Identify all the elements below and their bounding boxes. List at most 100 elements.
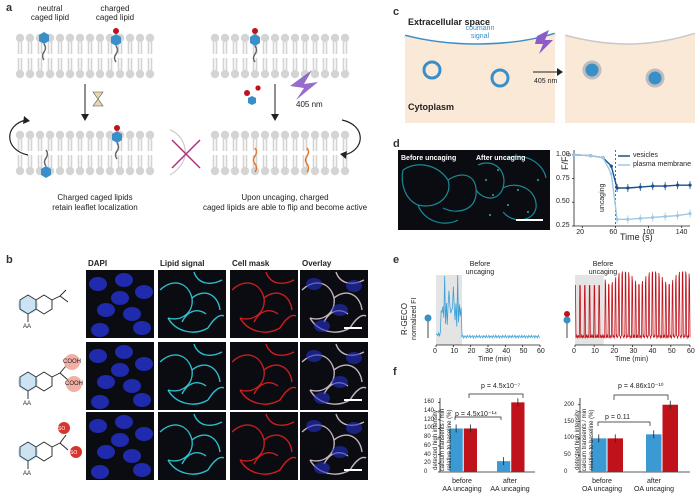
e-charged-lipid-charge <box>564 311 570 317</box>
caption-flip-active: Upon uncaging, charged caged lipids are … <box>202 193 368 212</box>
d-ytick-label: 1.00 <box>556 150 570 158</box>
d-point <box>609 164 613 168</box>
micrograph-r2-c3 <box>230 342 298 410</box>
d-ytick-label: 0.25 <box>556 222 570 229</box>
f-left-bar <box>497 461 511 472</box>
e-left-xtick-label: 40 <box>502 348 511 355</box>
e-xlabel-right: Time (min) <box>615 356 649 363</box>
d-xtick-label: 100 <box>642 229 655 236</box>
aa-label-2: AA <box>23 401 32 407</box>
aa-label-3: AA <box>23 471 32 477</box>
d-xtick-label: 140 <box>675 229 688 236</box>
e-neutral-lipid-icon <box>424 314 432 322</box>
d-xlabel: Time (s) <box>620 232 653 242</box>
panel-label-e: e <box>393 254 400 266</box>
f-left-ytick-label: 0 <box>424 469 428 475</box>
f-right-bracket-1 <box>597 421 651 426</box>
f-group-before-oa: before OA uncaging <box>581 478 623 493</box>
after-uncaging-label-d: After uncaging <box>476 155 526 162</box>
legend-plasma-membrane: plasma membrane <box>633 161 691 168</box>
d-point <box>609 172 613 176</box>
f-left-bar <box>449 428 463 472</box>
f-right-ytick-label: 200 <box>564 401 575 408</box>
charged-caged-lipid-label: charged caged lipid <box>95 4 135 22</box>
charged-caged-lipid-head <box>111 34 121 46</box>
micrograph-r3-c4 <box>300 412 368 480</box>
micrograph-r2-c2 <box>158 342 226 410</box>
cooh-label-1: COOH <box>63 359 81 365</box>
micrograph-r1-c3 <box>230 270 298 338</box>
e-right-xtick-label: 20 <box>610 348 619 355</box>
panel-label-a: a <box>6 2 13 14</box>
so3-label-2: SO <box>70 450 78 456</box>
e-right-xtick-label: 50 <box>667 348 676 355</box>
d-ytick-label: 0.75 <box>556 174 570 182</box>
e-right-xtick-label: 0 <box>572 348 576 355</box>
d-xtick-label: 60 <box>609 229 618 236</box>
e-right-trace <box>575 270 691 340</box>
so3-label-1: SO <box>58 426 66 432</box>
d-ytick-label: 0.50 <box>556 198 570 206</box>
f-ylabel-right: detected high intensity calcium transien… <box>575 408 595 472</box>
f-group-after-oa: after OA uncaging <box>633 478 675 493</box>
f-pvalue-left-2: p = 4.5x10⁻⁷ <box>481 383 521 390</box>
extracellular-label: Extracellular space <box>408 17 491 27</box>
f-left-ytick-label: 40 <box>424 451 431 458</box>
legend-vesicles: vesicles <box>633 152 658 159</box>
hourglass-icon <box>92 91 104 107</box>
e-left-xtick-label: 20 <box>467 348 476 355</box>
e-before-uncaging-right: Before uncaging <box>588 261 618 276</box>
e-xlabel-left: Time (min) <box>478 356 512 363</box>
f-right-ytick-label: 150 <box>564 418 575 425</box>
micrograph-r2-c4 <box>300 342 368 410</box>
micrograph-r1-c4 <box>300 270 368 338</box>
f-left-ytick-label: 120 <box>424 416 435 423</box>
f-left-ytick-label: 60 <box>424 442 431 449</box>
panel-label-b: b <box>6 254 13 266</box>
panel-label-c: c <box>393 6 400 18</box>
e-right-xtick-label: 40 <box>648 348 657 355</box>
micrograph-r2-c1 <box>86 342 154 410</box>
neutral-caged-lipid-head <box>39 32 49 44</box>
f-right-bar <box>607 438 623 472</box>
wavelength-label-c: 405 nm <box>534 78 558 85</box>
e-left-xtick-label: 0 <box>433 348 437 355</box>
header-overlay: Overlay <box>302 259 332 268</box>
d-point <box>572 153 576 157</box>
e-left-xtick-label: 30 <box>485 348 493 355</box>
light-bolt-icon-c <box>535 30 553 54</box>
micrograph-d <box>398 150 550 230</box>
f-right-ytick-label: 100 <box>564 435 575 442</box>
f-ylabel-left: detected high intensity calcium transien… <box>433 408 453 472</box>
panel-label-f: f <box>393 366 397 378</box>
f-right-bar <box>591 438 607 472</box>
e-right-xtick-label: 10 <box>591 348 599 355</box>
coumarin-label: coumarin signal <box>465 25 495 40</box>
panel-label-d: d <box>393 138 400 150</box>
cytoplasm-label: Cytoplasm <box>408 102 455 112</box>
d-xtick-label: 20 <box>576 229 585 236</box>
e-before-uncaging-left: Before uncaging <box>465 261 495 276</box>
e-left-xtick-label: 50 <box>519 348 528 355</box>
f-left-ytick-label: 140 <box>424 408 435 415</box>
header-cell-mask: Cell mask <box>232 259 270 268</box>
f-right-bar <box>646 434 662 472</box>
f-left-ytick-label: 160 <box>424 399 435 406</box>
micrograph-r3-c2 <box>158 412 226 480</box>
header-lipid-signal: Lipid signal <box>160 259 205 268</box>
f-right-ytick-label: 50 <box>564 452 571 459</box>
micrograph-r3-c1 <box>86 412 154 480</box>
f-pvalue-left-1: p = 4.5x10⁻¹⁴ <box>455 411 497 418</box>
f-right-bracket-2 <box>613 394 669 400</box>
f-left-bar <box>463 428 477 472</box>
d-point <box>601 156 605 160</box>
e-right-xtick-label: 30 <box>629 348 638 355</box>
f-right-bar <box>662 404 678 472</box>
e-right-xtick-label: 60 <box>687 348 695 355</box>
e-left-xtick-label: 10 <box>450 348 459 355</box>
